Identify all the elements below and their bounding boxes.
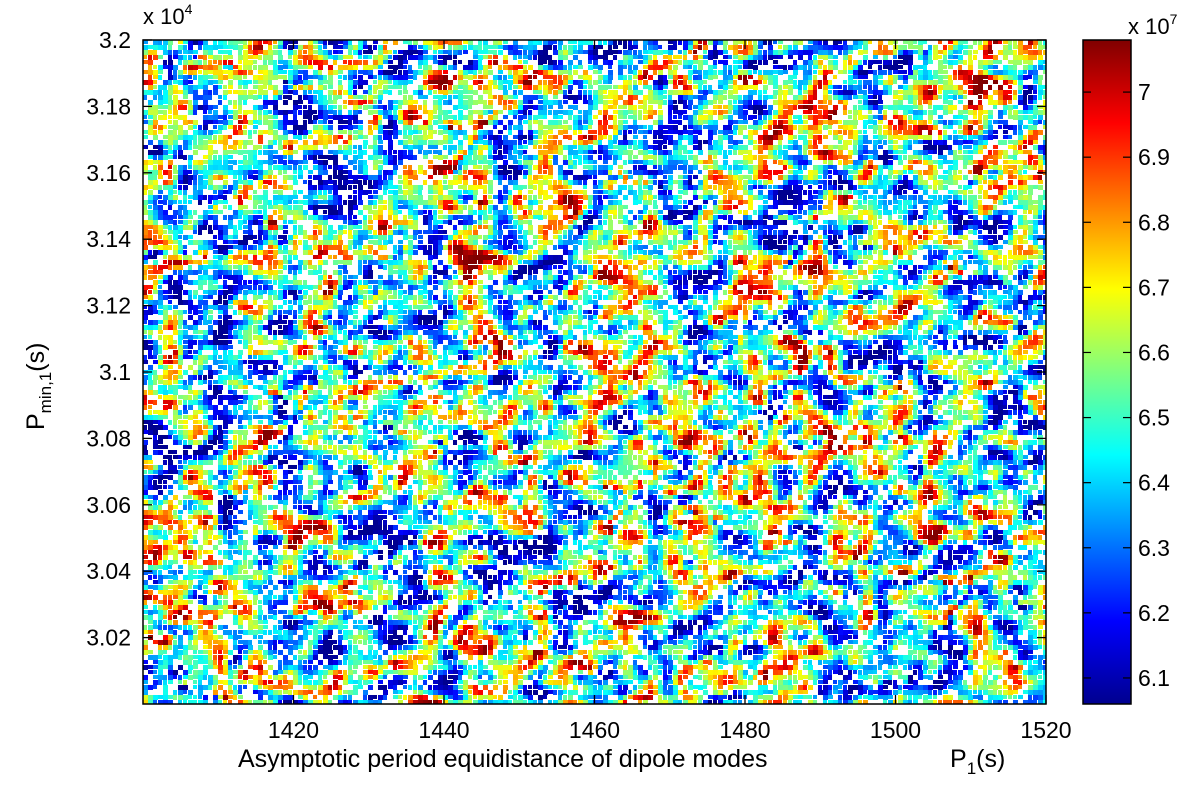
colorbar-tick-label: 6.4 [1138,470,1170,496]
plot-area [143,40,1046,704]
y-tick-label: 3.06 [86,492,131,518]
y-tick-label: 3.2 [99,27,131,53]
colorbar-tick-label: 6.1 [1138,665,1170,691]
x-tick-label: 1460 [569,717,620,743]
x-tick-label: 1480 [719,717,770,743]
colorbar-tick-label: 6.5 [1138,405,1170,431]
x-tick-label: 1420 [268,717,319,743]
colorbar-multiplier: x 107 [1128,11,1178,39]
contour-field [143,40,1046,704]
x-tick-label: 1520 [1020,717,1071,743]
y-tick-label: 3.14 [86,226,131,252]
colorbar-tick-label: 6.3 [1138,535,1170,561]
colorbar-tick-label: 6.6 [1138,339,1170,365]
y-tick-label: 3.04 [86,558,131,584]
colorbar-tick-label: 6.9 [1138,144,1170,170]
x-axis-symbol: P1(s) [950,745,1005,778]
colorbar-ticks: 6.1 6.2 6.3 6.4 6.5 6.6 6.7 6.8 6.9 7 [1083,79,1170,691]
x-axis-label: Asymptotic period equidistance of dipole… [238,745,767,773]
y-tick-label: 3.08 [86,425,131,451]
y-axis: 3.02 3.04 3.06 3.08 3.1 3.12 3.14 3.16 3.18 3.2 [86,27,1046,651]
y-axis-label: Pmin,1(s) [22,343,55,430]
colorbar-tick-label: 6.8 [1138,209,1170,235]
y-tick-label: 3.1 [99,359,131,385]
y-tick-label: 3.02 [86,625,131,651]
y-multiplier: x 104 [143,1,193,29]
colorbar-frame [1082,39,1132,705]
colorbar-multiplier-exponent: 7 [1170,11,1178,27]
y-tick-label: 3.18 [86,93,131,119]
x-axis: 1420 1440 1460 1480 1500 1520 [268,40,1072,743]
colorbar-gradient [1083,40,1131,704]
x-tick-label: 1500 [870,717,921,743]
colorbar-tick-label: 6.2 [1138,600,1170,626]
y-tick-label: 3.16 [86,160,131,186]
y-tick-label: 3.12 [86,293,131,319]
colorbar-tick-label: 6.7 [1138,274,1170,300]
y-multiplier-exponent: 4 [185,1,193,17]
colorbar-tick-label: 7 [1138,79,1151,105]
x-tick-label: 1440 [418,717,469,743]
colorbar: 6.1 6.2 6.3 6.4 6.5 6.6 6.7 6.8 6.9 7 [1082,39,1170,705]
